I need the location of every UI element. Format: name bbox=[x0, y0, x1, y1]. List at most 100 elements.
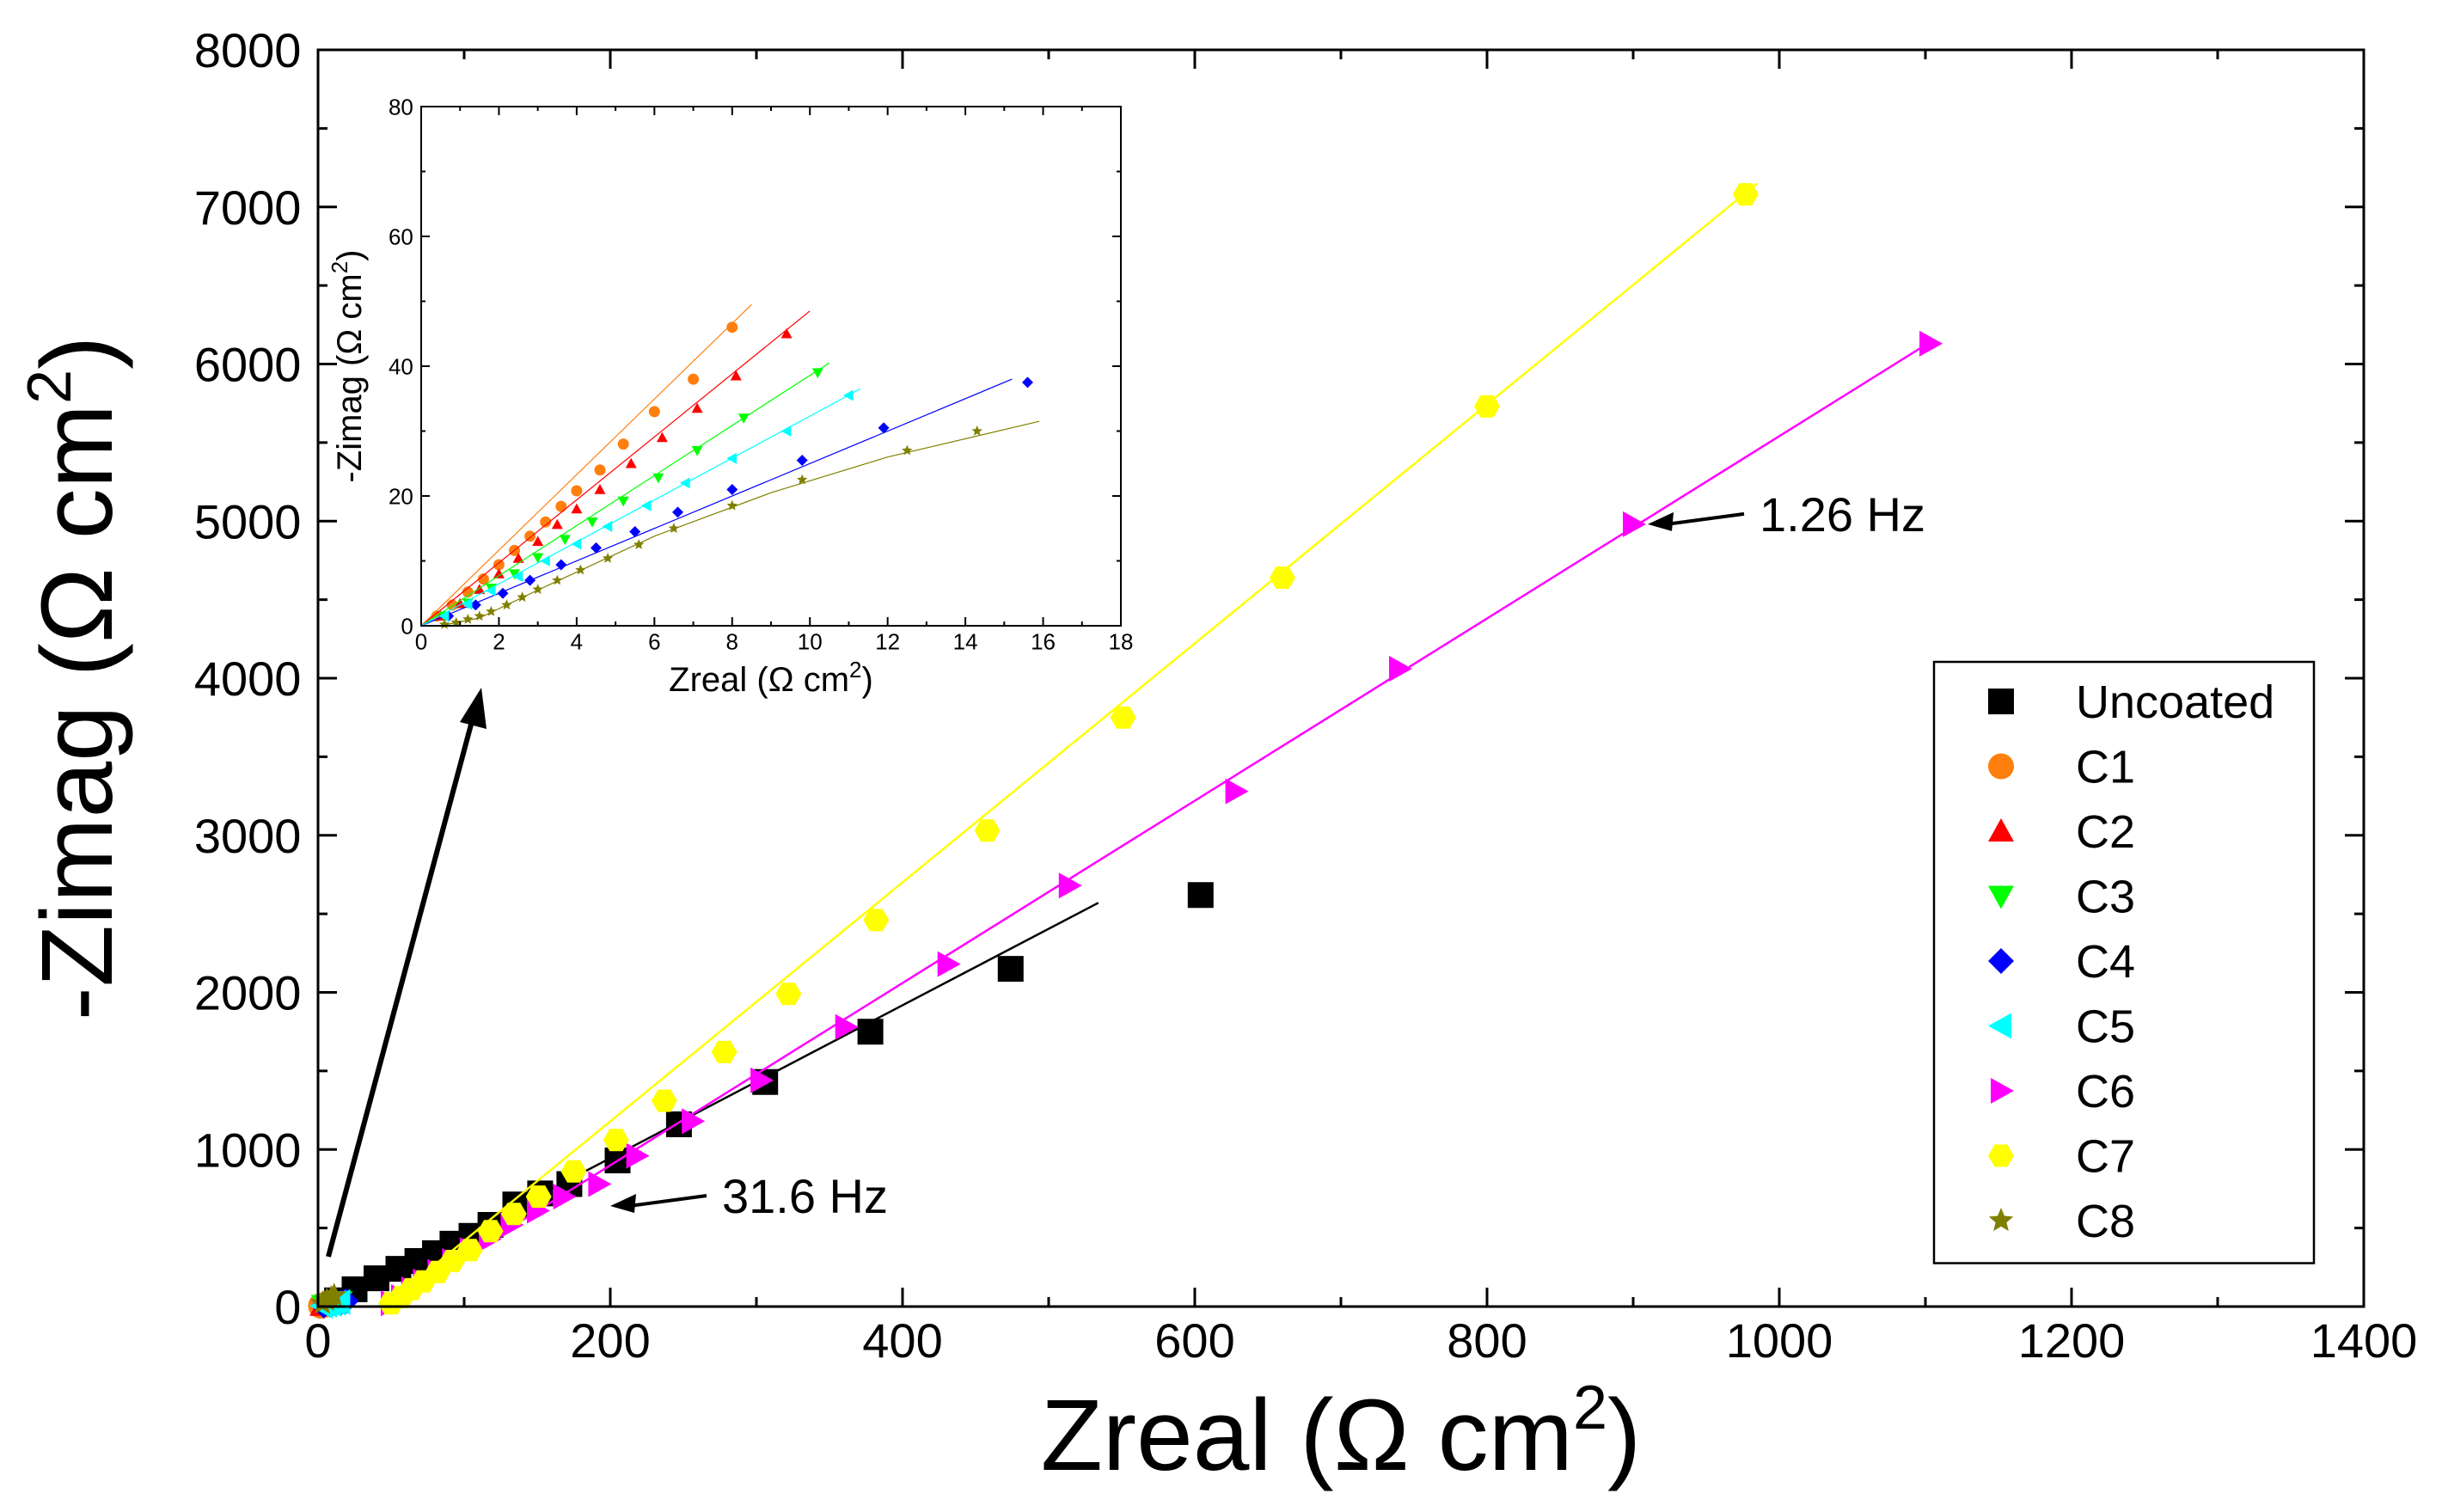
main-data-point-c6 bbox=[937, 951, 961, 977]
legend-entry-c3: C3 bbox=[1988, 872, 2135, 923]
inset-data-point-c3 bbox=[652, 473, 664, 484]
inset-fit-line-c4 bbox=[420, 378, 1013, 627]
inset-data-point-c1 bbox=[462, 586, 474, 598]
main-fit-line-c7 bbox=[383, 182, 1759, 1307]
main-y-tick-label: 6000 bbox=[194, 338, 302, 392]
inset-data-point-c4 bbox=[629, 526, 641, 537]
inset-data-point-c5 bbox=[602, 521, 613, 532]
inset-fit-line-c1 bbox=[420, 303, 752, 627]
inset-x-tick-label: 2 bbox=[493, 628, 505, 654]
main-data-point-c7 bbox=[775, 982, 802, 1006]
annotation-arrow-head bbox=[1648, 511, 1674, 531]
main-data-point-uncoated bbox=[997, 956, 1024, 982]
inset-x-tick-label: 10 bbox=[798, 628, 823, 654]
inset-data-point-c1 bbox=[540, 516, 552, 528]
inset-series-c5 bbox=[420, 388, 861, 627]
inset-data-point-c8 bbox=[532, 584, 543, 594]
legend-label-c6: C6 bbox=[2076, 1066, 2135, 1117]
inset-data-point-c1 bbox=[555, 500, 567, 512]
main-y-axis-title-main: -Zimag (Ω cm bbox=[21, 404, 134, 1021]
inset-data-point-c4 bbox=[555, 559, 567, 571]
legend-entry-c2: C2 bbox=[1988, 806, 2135, 858]
main-data-point-c6 bbox=[835, 1013, 859, 1040]
main-y-tick-label: 8000 bbox=[194, 23, 302, 77]
inset-data-point-c1 bbox=[477, 573, 489, 585]
inset-x-tick-label: 16 bbox=[1031, 628, 1056, 654]
main-x-tick-label: 1400 bbox=[2310, 1313, 2418, 1368]
legend-label-c1: C1 bbox=[2076, 742, 2135, 793]
inset-data-point-c8 bbox=[450, 616, 462, 627]
main-data-point-c8 bbox=[321, 1282, 346, 1307]
legend-entry-c8: C8 bbox=[1988, 1196, 2135, 1247]
annotation-arrow-head bbox=[610, 1194, 636, 1214]
inset-data-point-c3 bbox=[691, 445, 703, 456]
inset-data-point-c1 bbox=[571, 485, 583, 497]
main-plot-marks bbox=[308, 182, 1943, 1319]
inset-data-point-c3 bbox=[509, 569, 520, 580]
legend-label-c2: C2 bbox=[2076, 806, 2135, 858]
inset-data-point-c8 bbox=[501, 599, 512, 610]
inset-data-point-c8 bbox=[971, 425, 982, 436]
main-series-c7 bbox=[378, 182, 1759, 1315]
inset-data-point-c5 bbox=[540, 555, 550, 566]
inset-data-point-c8 bbox=[726, 499, 737, 511]
inset-data-point-c8 bbox=[902, 444, 913, 456]
main-data-point-c7 bbox=[651, 1089, 677, 1112]
inset-x-axis-title-sup: 2 bbox=[849, 657, 861, 683]
inset-data-point-c1 bbox=[594, 464, 606, 476]
main-series-uncoated bbox=[324, 882, 1214, 1313]
main-y-tick-label: 4000 bbox=[194, 652, 302, 706]
main-y-axis-title-close: ) bbox=[21, 336, 134, 370]
inset-y-axis-title: -Zimag (Ω cm2) bbox=[327, 249, 369, 482]
inset-data-point-c4 bbox=[1022, 376, 1033, 389]
inset-data-point-c8 bbox=[517, 591, 528, 603]
inset-series-c1 bbox=[420, 303, 752, 627]
main-data-point-c7 bbox=[1110, 706, 1136, 729]
main-plot: 0 200 400 600 800 1000 1200 1400010002000300040… bbox=[15, 23, 2417, 1492]
inset-data-point-c3 bbox=[737, 413, 750, 424]
main-x-axis-title-main: Zreal (Ω cm bbox=[1041, 1379, 1573, 1492]
inset-data-point-c8 bbox=[602, 553, 614, 563]
main-y-tick-label: 1000 bbox=[194, 1123, 302, 1177]
annotation-1-26-hz: 1.26 Hz bbox=[1648, 487, 1925, 542]
inset-data-point-c3 bbox=[811, 368, 823, 379]
annotation-label: 1.26 Hz bbox=[1760, 487, 1925, 542]
inset-data-point-c8 bbox=[486, 605, 497, 616]
legend-label-c8: C8 bbox=[2076, 1196, 2135, 1247]
inset-data-point-c3 bbox=[617, 496, 629, 507]
inset-data-point-c2 bbox=[571, 503, 583, 514]
annotation-31-6-hz: 31.6 Hz bbox=[610, 1169, 888, 1223]
main-y-axis-title: -Zimag (Ω cm2) bbox=[15, 336, 134, 1021]
main-data-point-c6 bbox=[750, 1067, 774, 1093]
inset-data-point-c5 bbox=[842, 389, 854, 401]
legend-label-uncoated: Uncoated bbox=[2076, 676, 2274, 728]
inset-data-point-c4 bbox=[497, 587, 509, 599]
main-x-tick-label: 400 bbox=[862, 1313, 942, 1368]
legend-entry-c5: C5 bbox=[1988, 1001, 2135, 1053]
inset-data-point-c2 bbox=[594, 484, 606, 494]
inset-data-point-c4 bbox=[469, 599, 481, 611]
legend-entry-uncoated: Uncoated bbox=[1988, 676, 2274, 728]
inset-y-axis-title-main: -Zimag (Ω cm bbox=[331, 273, 369, 482]
main-series-c8 bbox=[309, 1282, 346, 1314]
main-data-point-uncoated bbox=[364, 1265, 389, 1292]
inset-data-point-c5 bbox=[512, 571, 523, 583]
main-data-point-c6 bbox=[588, 1171, 612, 1197]
inset-data-point-c5 bbox=[485, 585, 496, 597]
main-data-point-c7 bbox=[1270, 566, 1295, 589]
inset-x-tick-label: 4 bbox=[571, 628, 583, 654]
inset-x-tick-label: 8 bbox=[726, 628, 738, 654]
zoom-arrow-head bbox=[460, 688, 487, 729]
zoom-arrow-line bbox=[326, 711, 477, 1258]
inset-data-point-c1 bbox=[726, 321, 738, 334]
inset-y-tick-label: 20 bbox=[389, 483, 413, 509]
main-x-axis-title-sup: 2 bbox=[1573, 1374, 1607, 1442]
annotation-arrow-line bbox=[1666, 511, 1745, 526]
main-data-point-c6 bbox=[553, 1184, 577, 1210]
inset-x-axis-title: Zreal (Ω cm2) bbox=[669, 657, 873, 699]
legend-marker-c1 bbox=[1988, 753, 2014, 780]
inset-x-axis-title-close: ) bbox=[862, 661, 873, 699]
legend-marker-c6 bbox=[1991, 1078, 2014, 1104]
inset-y-tick-label: 0 bbox=[401, 613, 413, 639]
